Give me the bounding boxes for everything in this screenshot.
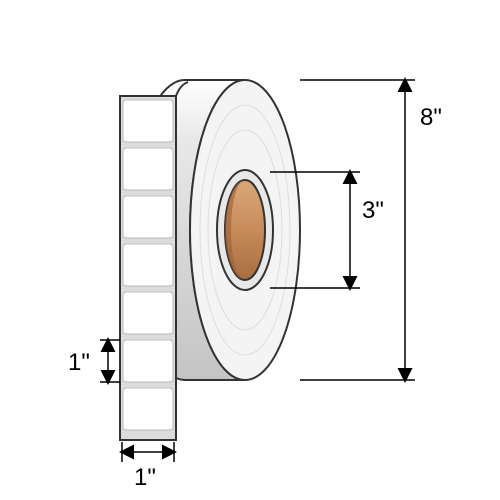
core-diameter-label: 3" [362,197,384,224]
outer-diameter-label: 8" [420,104,442,131]
label [123,292,173,334]
label-roll-diagram: 8" 3" 1" 1" [0,0,500,500]
label [123,388,173,430]
dim-label-width: 1" [122,442,174,491]
label [123,100,173,142]
label-height-label: 1" [68,349,90,376]
label [123,148,173,190]
dim-outer-diameter: 8" [300,80,442,380]
label-width-label: 1" [134,464,156,491]
label [123,340,173,382]
dim-label-height: 1" [68,340,120,382]
label [123,196,173,238]
label [123,244,173,286]
